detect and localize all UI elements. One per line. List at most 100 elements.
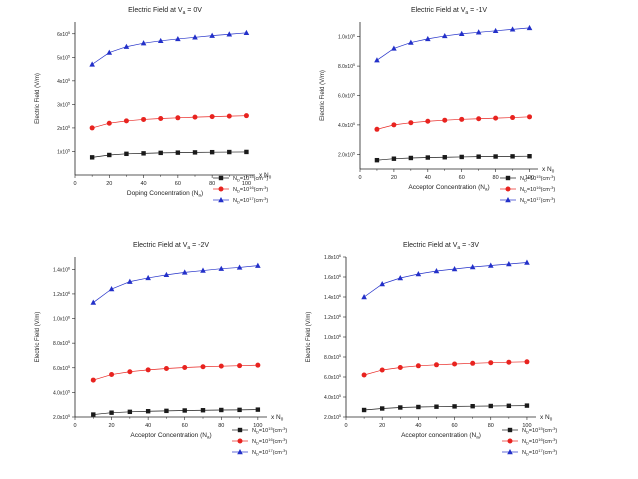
x-tick-label: 100: [253, 423, 262, 429]
y-axis-label: Electric Field (V/m): [306, 312, 312, 363]
legend-tail-exp: -3: [282, 448, 286, 453]
data-point: [493, 115, 499, 121]
chart-title-sub: a: [183, 10, 186, 16]
x-tick-label: 100: [522, 423, 531, 429]
legend-tail: (cm: [273, 428, 283, 434]
data-point: [470, 404, 475, 409]
y-tick-base: 4x10: [57, 79, 68, 85]
series-1: [89, 149, 249, 160]
legend-marker: [505, 186, 511, 192]
legend-tail: (cm: [254, 187, 264, 193]
x-unit-text: x N: [259, 172, 269, 179]
data-point: [442, 117, 448, 123]
legend-tail: (cm: [541, 176, 551, 182]
data-point: [200, 408, 206, 413]
y-tick-label: 2.0x105: [53, 414, 70, 421]
data-point: [510, 154, 515, 159]
data-point: [200, 267, 206, 273]
legend: ND=1015(cm-3)ND=1016(cm-3)ND=1017(cm-3): [500, 174, 555, 205]
legend-name: N: [252, 439, 256, 445]
data-point: [452, 361, 458, 367]
y-tick-exp: 5: [68, 148, 70, 152]
legend-marker: [218, 186, 224, 192]
y-tick-label: 1.4x106: [53, 266, 70, 273]
legend-mid: =10: [527, 176, 536, 182]
y-tick-exp: 5: [68, 340, 70, 344]
data-point: [361, 372, 367, 378]
data-point: [90, 299, 97, 305]
legend-end: ): [555, 450, 557, 456]
legend-name: N: [233, 187, 237, 193]
chart-title-sub: a: [187, 245, 190, 251]
y-tick-exp: 6: [339, 334, 341, 338]
y-tick-base: 6.0x10: [53, 366, 68, 372]
x-axis-label: Acceptor Concentration (Na): [130, 432, 211, 440]
legend-exp: 16: [536, 185, 541, 190]
legend-label: ND=1017(cm-3): [233, 196, 268, 205]
y-tick-base: 2.0x10: [338, 152, 353, 158]
legend-tail: (cm: [543, 450, 553, 456]
y-tick-exp: 6: [68, 316, 70, 320]
legend: ND=1015(cm-3)ND=1016(cm-3)ND=1017(cm-3): [213, 174, 268, 205]
data-point: [451, 266, 458, 272]
data-point: [236, 264, 243, 270]
x-unit-sub: 0: [550, 417, 553, 422]
series-line: [376, 116, 530, 130]
legend-mid: =10: [240, 187, 249, 193]
y-tick-label: 6.0x105: [338, 93, 355, 100]
legend-name: N: [520, 176, 524, 182]
data-point: [398, 405, 403, 410]
data-point: [145, 274, 151, 281]
x-axis-label-sub: a: [198, 193, 201, 198]
legend-name: N: [252, 450, 256, 456]
legend-name: N: [520, 187, 524, 193]
legend: ND=1015(cm-3)ND=1016(cm-3)ND=1017(cm-3): [232, 426, 287, 457]
y-tick-label: 1x105: [57, 148, 70, 155]
series-line: [92, 151, 247, 158]
y-tick-label: 8.0x105: [324, 354, 341, 361]
data-point: [158, 116, 164, 122]
x-unit-label: x N0: [542, 166, 555, 174]
y-tick-exp: 5: [68, 78, 70, 82]
y-tick-exp: 5: [68, 31, 70, 35]
y-tick-label: 6.0x105: [53, 365, 70, 372]
data-point: [425, 118, 431, 124]
legend-name: N: [522, 439, 526, 445]
data-point: [433, 268, 440, 274]
legend-name: N: [233, 198, 237, 204]
y-tick-base: 8.0x10: [324, 355, 339, 361]
data-point: [218, 265, 225, 271]
legend-tail-exp: -3: [552, 448, 556, 453]
chart-panel-4: Electric Field at Va = -3V0 20 40 60 80 1002.…: [306, 242, 557, 457]
y-tick-exp: 6: [339, 274, 341, 278]
legend-sub: D: [256, 452, 259, 457]
y-tick-label: 1.0x106: [338, 34, 355, 41]
x-axis-label-tail: ): [209, 432, 211, 439]
legend-sub: D: [526, 430, 529, 435]
y-tick-base: 1.6x10: [324, 275, 339, 281]
legend-mid: =10: [529, 428, 538, 434]
data-point: [141, 151, 146, 156]
chart-title-tail: = 0V: [185, 7, 202, 14]
data-point: [397, 275, 404, 281]
data-point: [226, 31, 233, 37]
x-tick-label: 80: [209, 181, 215, 187]
legend-tail: (cm: [273, 450, 283, 456]
data-point: [488, 403, 493, 409]
series-line: [364, 361, 527, 376]
legend-marker: [507, 427, 513, 433]
data-point: [91, 412, 96, 417]
series-3: [90, 262, 261, 305]
data-point: [181, 269, 188, 275]
y-tick-label: 2.0x105: [324, 414, 341, 421]
x-axis-label-text: Acceptor Concentration (N: [408, 184, 485, 191]
series-line: [376, 27, 530, 61]
y-tick-label: 1.8x106: [324, 254, 341, 261]
y-tick-exp: 6: [339, 314, 341, 318]
data-point: [158, 150, 163, 156]
data-point: [200, 364, 206, 370]
y-tick-label: 1.0x106: [53, 316, 70, 323]
data-point: [434, 404, 439, 409]
x-axis-label: Acceptor Concentration (Na): [408, 184, 489, 192]
chart-panel-3: Electric Field at Va = -2V0 20 40 60 80 1002.…: [35, 242, 287, 457]
